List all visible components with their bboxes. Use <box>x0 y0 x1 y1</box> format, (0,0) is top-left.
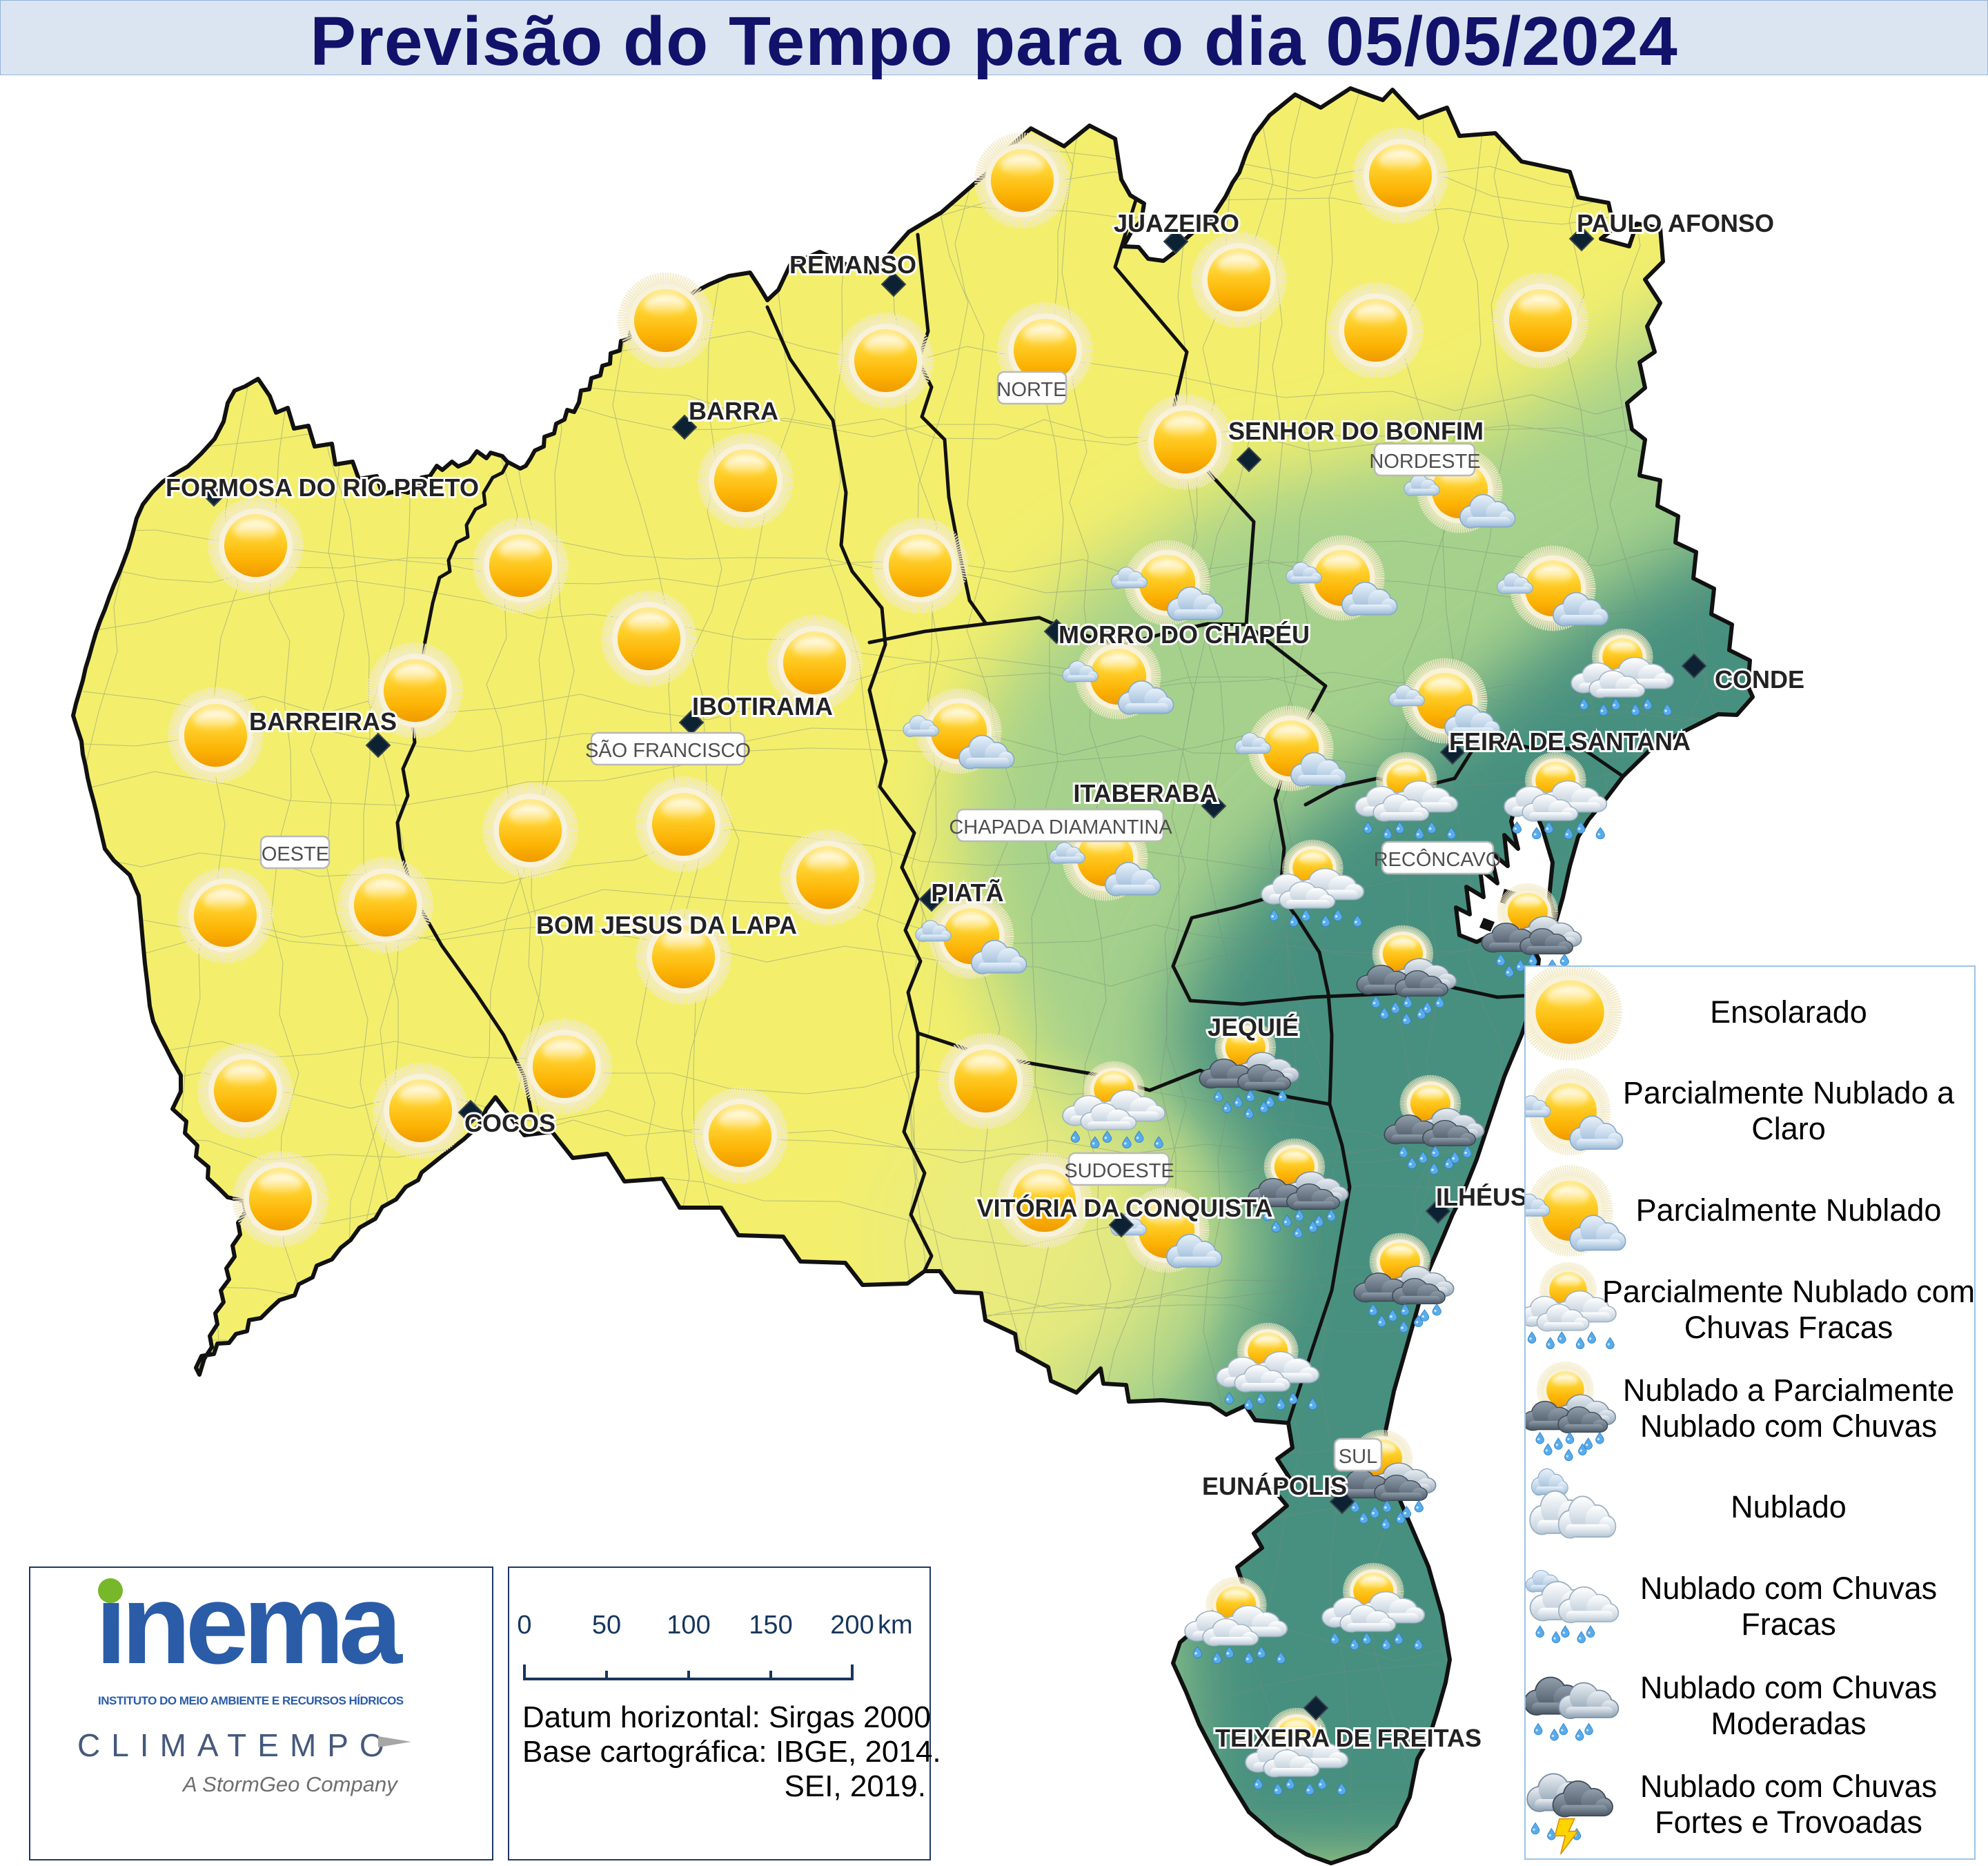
svg-text:ITABERABA: ITABERABA <box>1073 779 1217 807</box>
svg-text:PIATÃ: PIATÃ <box>931 878 1003 907</box>
svg-text:100: 100 <box>667 1611 710 1640</box>
svg-text:FEIRA DE SANTANA: FEIRA DE SANTANA <box>1449 727 1691 756</box>
svg-text:JUAZEIRO: JUAZEIRO <box>1114 209 1239 237</box>
svg-text:50: 50 <box>592 1611 621 1640</box>
svg-text:Claro: Claro <box>1751 1111 1826 1146</box>
svg-text:IBOTIRAMA: IBOTIRAMA <box>692 692 833 720</box>
svg-text:MORRO DO CHAPÉU: MORRO DO CHAPÉU <box>1059 620 1310 649</box>
svg-text:REMANSO: REMANSO <box>789 251 916 279</box>
svg-text:TEIXEIRA DE FREITAS: TEIXEIRA DE FREITAS <box>1215 1724 1482 1752</box>
svg-text:200: 200 <box>830 1611 874 1640</box>
svg-text:ILHÉUS: ILHÉUS <box>1436 1183 1527 1211</box>
svg-text:VITÓRIA DA CONQUISTA: VITÓRIA DA CONQUISTA <box>977 1193 1273 1222</box>
svg-text:COCOS: COCOS <box>464 1109 555 1137</box>
svg-text:BOM JESUS DA LAPA: BOM JESUS DA LAPA <box>536 911 797 939</box>
svg-text:BARREIRAS: BARREIRAS <box>249 707 397 736</box>
svg-text:FORMOSA DO RIO PRETO: FORMOSA DO RIO PRETO <box>166 473 479 502</box>
svg-text:Fortes e Trovoadas: Fortes e Trovoadas <box>1655 1805 1922 1840</box>
svg-text:Nublado: Nublado <box>1731 1489 1847 1524</box>
svg-text:EUNÁPOLIS: EUNÁPOLIS <box>1202 1472 1347 1500</box>
svg-text:SENHOR DO BONFIM: SENHOR DO BONFIM <box>1228 417 1484 445</box>
svg-text:PAULO AFONSO: PAULO AFONSO <box>1577 209 1774 237</box>
svg-text:SÃO FRANCISCO: SÃO FRANCISCO <box>585 738 751 762</box>
svg-text:Nublado com Chuvas: Nublado com Chuvas <box>1640 1408 1937 1444</box>
svg-text:Nublado com Chuvas: Nublado com Chuvas <box>1640 1769 1937 1804</box>
svg-text:Parcialmente Nublado a: Parcialmente Nublado a <box>1623 1075 1955 1110</box>
svg-text:NORDESTE: NORDESTE <box>1369 451 1480 473</box>
svg-text:Parcialmente Nublado com: Parcialmente Nublado com <box>1602 1274 1975 1309</box>
svg-text:Nublado com Chuvas: Nublado com Chuvas <box>1640 1571 1937 1606</box>
svg-text:0: 0 <box>517 1611 531 1640</box>
svg-text:RECÔNCAVO: RECÔNCAVO <box>1374 847 1502 871</box>
svg-text:CONDE: CONDE <box>1715 665 1804 694</box>
svg-text:NORTE: NORTE <box>997 379 1067 401</box>
svg-text:Nublado com Chuvas: Nublado com Chuvas <box>1640 1670 1937 1705</box>
svg-text:JEQUIÉ: JEQUIÉ <box>1208 1013 1299 1041</box>
svg-text:OESTE: OESTE <box>262 843 329 865</box>
svg-text:150: 150 <box>749 1611 792 1640</box>
svg-text:CHAPADA DIAMANTINA: CHAPADA DIAMANTINA <box>949 816 1172 838</box>
svg-text:Ensolarado: Ensolarado <box>1710 994 1867 1030</box>
svg-text:Parcialmente Nublado: Parcialmente Nublado <box>1636 1192 1942 1228</box>
svg-text:Fracas: Fracas <box>1741 1607 1836 1642</box>
svg-text:SUL: SUL <box>1339 1446 1377 1468</box>
svg-text:BARRA: BARRA <box>689 397 778 425</box>
svg-text:Nublado a Parcialmente: Nublado a Parcialmente <box>1623 1373 1954 1408</box>
svg-text:Moderadas: Moderadas <box>1711 1706 1866 1741</box>
svg-text:Chuvas Fracas: Chuvas Fracas <box>1684 1310 1893 1345</box>
svg-text:km: km <box>878 1611 913 1640</box>
svg-text:SUDOESTE: SUDOESTE <box>1064 1160 1174 1182</box>
